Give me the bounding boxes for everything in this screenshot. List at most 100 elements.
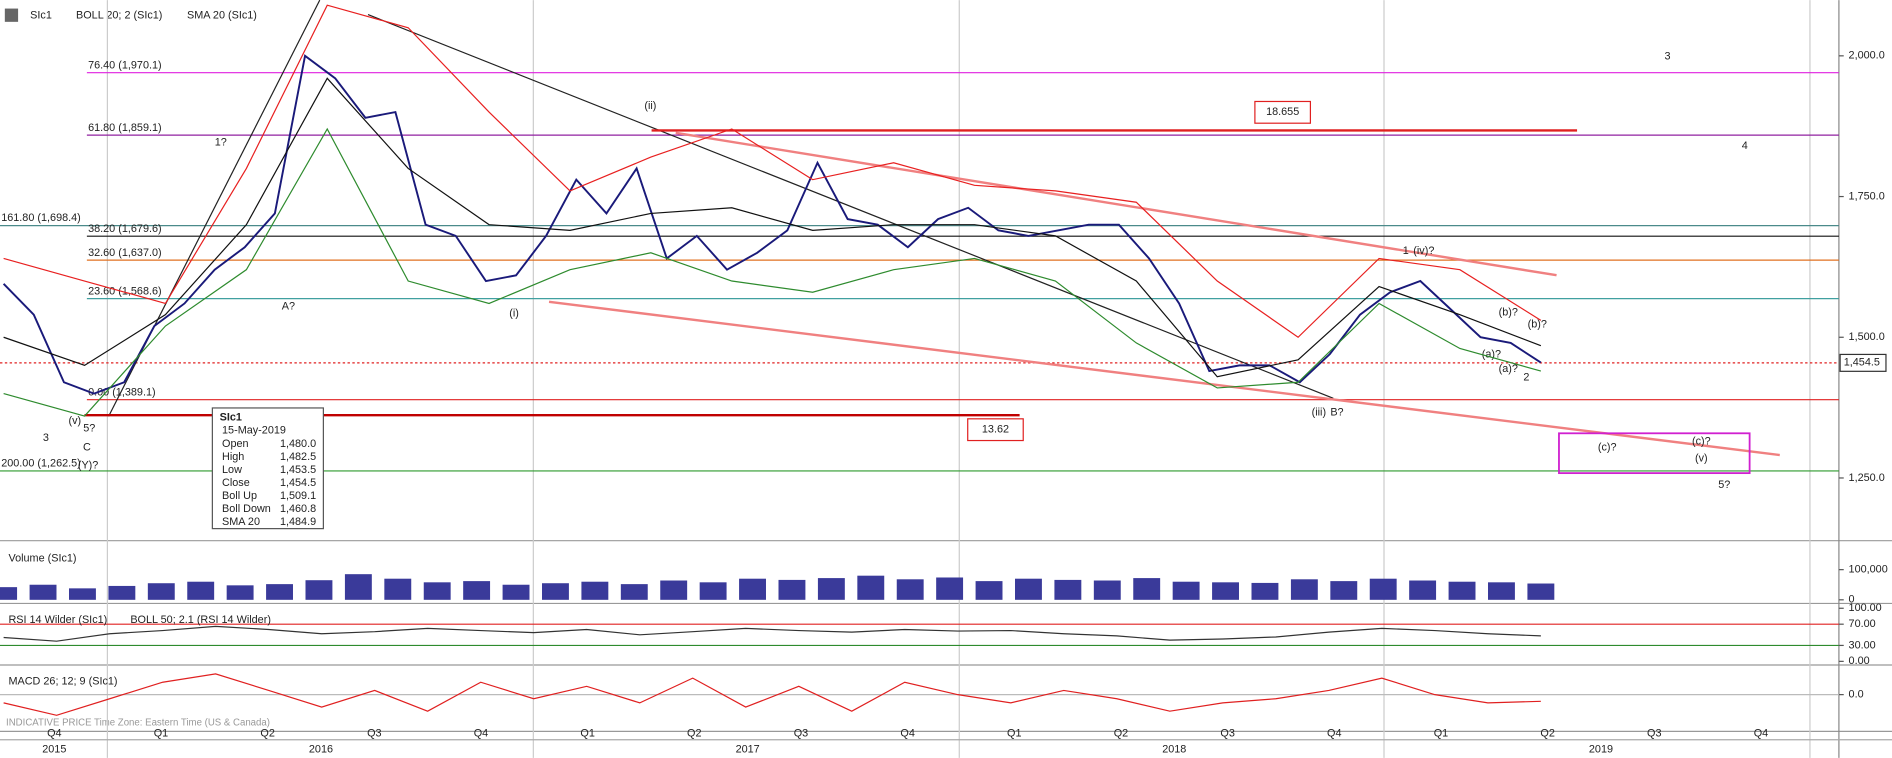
quarter-label: Q2: [687, 728, 701, 740]
volume-bar: [1330, 581, 1358, 600]
volume-bar: [108, 585, 136, 600]
series-line: [2, 54, 1542, 395]
volume-bar: [147, 583, 175, 600]
quarter-label: Q4: [1754, 728, 1768, 740]
quarter-label: Q4: [47, 728, 61, 740]
annotation: 18.655: [1266, 106, 1299, 118]
wave-label: 3: [43, 432, 49, 444]
panel-title: Volume (SIc1): [8, 553, 76, 565]
data-label: Low: [222, 464, 242, 476]
quarter-label: Q3: [794, 728, 808, 740]
symbol[interactable]: SIc1: [30, 10, 52, 22]
wave-label: (i): [509, 308, 519, 320]
y-tick-label: 0.0: [1849, 688, 1864, 700]
trendline: [367, 14, 1334, 399]
series-line: [3, 625, 1541, 642]
annotation-box: [967, 418, 1024, 442]
last-price-box: [1839, 353, 1887, 372]
wave-label: B?: [1330, 407, 1343, 419]
wave-label: C: [83, 442, 91, 454]
year-label: 2018: [1162, 743, 1186, 755]
target-box: [1558, 432, 1751, 475]
wave-label: (a)?: [1499, 363, 1518, 375]
wave-label: (b)?: [1528, 319, 1547, 331]
volume-bar: [1290, 579, 1318, 600]
fib-label: 32.60 (1,637.0): [88, 247, 162, 259]
wave-label: (v): [68, 415, 81, 427]
year-label: 2019: [1589, 743, 1613, 755]
year-label: 2016: [309, 743, 333, 755]
volume-bar: [1448, 581, 1476, 600]
volume-bar: [69, 588, 96, 600]
volume-bar: [1527, 583, 1555, 600]
y-tick-label: 1,250.0: [1849, 472, 1885, 484]
wave-label: (c)?: [1598, 442, 1617, 454]
volume-bar: [581, 581, 609, 600]
fib-label: 76.40 (1,970.1): [88, 59, 162, 71]
volume-bar: [187, 581, 215, 600]
quarter-label: Q2: [1114, 728, 1128, 740]
volume-bar: [1251, 582, 1279, 600]
study[interactable]: SMA 20 (SIc1): [187, 10, 257, 22]
data-label: High: [222, 451, 244, 463]
volume-bar: [305, 580, 333, 600]
y-tick-label: 100,000: [1849, 564, 1888, 576]
quarter-label: Q3: [1647, 728, 1661, 740]
fib-label: 161.80 (1,698.4): [1, 212, 81, 224]
year-label: 2017: [736, 743, 760, 755]
quarter-label: Q2: [260, 728, 274, 740]
wave-label: (b)?: [1499, 306, 1518, 318]
data-window-date: 15-May-2019: [222, 425, 286, 437]
data-label: SMA 20: [222, 516, 260, 528]
volume-bar: [1172, 581, 1200, 600]
volume-bar: [975, 581, 1003, 600]
menu-icon[interactable]: [4, 8, 19, 22]
data-value: 1,454.5: [280, 477, 316, 489]
volume-bar: [266, 584, 293, 600]
wave-label: 3: [1665, 51, 1671, 63]
volume-bar: [896, 579, 924, 600]
wave-label: 5?: [83, 422, 95, 434]
series-line: [3, 77, 1542, 378]
annotation: 13.62: [982, 424, 1009, 436]
fib-label: 38.20 (1,679.6): [88, 223, 162, 235]
data-window-box: [211, 407, 324, 530]
wave-label: 1?: [215, 136, 227, 148]
volume-bar: [1409, 580, 1437, 600]
volume-bar: [226, 585, 254, 600]
volume-bar: [1054, 579, 1082, 600]
wave-label: 2: [1523, 372, 1529, 384]
fib-label: 61.80 (1,859.1): [88, 122, 162, 134]
quarter-label: Q3: [367, 728, 381, 740]
y-tick-label: 1,500.0: [1849, 331, 1885, 343]
volume-bar: [502, 584, 530, 600]
volume-bar: [817, 578, 845, 600]
volume-bar: [1488, 582, 1515, 600]
wave-label: 1: [1403, 245, 1409, 257]
quarter-label: Q4: [1327, 728, 1341, 740]
data-label: Boll Down: [222, 503, 271, 515]
quarter-label: Q1: [1007, 728, 1021, 740]
data-value: 1,509.1: [280, 490, 316, 502]
volume-bar: [936, 577, 964, 600]
annotation-box: [1254, 100, 1312, 124]
volume-bar: [542, 583, 569, 600]
series-line: [3, 127, 1542, 417]
data-value: 1,453.5: [280, 464, 316, 476]
wave-label: (v): [1695, 452, 1708, 464]
data-value: 1,482.5: [280, 451, 316, 463]
volume-bar: [660, 580, 688, 600]
wave-label: (iv)?: [1413, 245, 1434, 257]
data-label: Open: [222, 438, 249, 450]
volume-bar: [384, 578, 412, 600]
study[interactable]: BOLL 20; 2 (SIc1): [76, 10, 162, 22]
data-value: 1,480.0: [280, 438, 316, 450]
volume-bar: [463, 581, 491, 600]
volume-bar: [0, 587, 18, 600]
quarter-label: Q4: [900, 728, 914, 740]
volume-bar: [423, 582, 451, 600]
